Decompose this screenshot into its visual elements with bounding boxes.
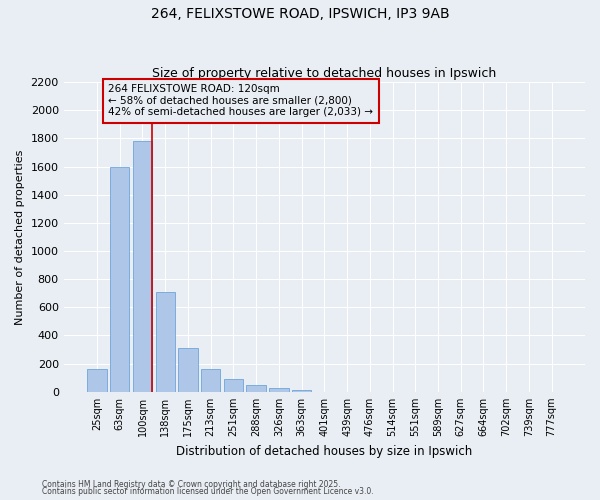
Bar xyxy=(292,390,311,392)
Bar xyxy=(247,385,266,392)
Bar xyxy=(88,370,107,392)
Text: 264 FELIXSTOWE ROAD: 120sqm
← 58% of detached houses are smaller (2,800)
42% of : 264 FELIXSTOWE ROAD: 120sqm ← 58% of det… xyxy=(109,84,373,117)
Bar xyxy=(178,348,197,392)
Text: Contains HM Land Registry data © Crown copyright and database right 2025.: Contains HM Land Registry data © Crown c… xyxy=(42,480,341,489)
Bar xyxy=(110,166,130,392)
Bar xyxy=(269,388,289,392)
Bar xyxy=(201,370,220,392)
Text: 264, FELIXSTOWE ROAD, IPSWICH, IP3 9AB: 264, FELIXSTOWE ROAD, IPSWICH, IP3 9AB xyxy=(151,8,449,22)
Y-axis label: Number of detached properties: Number of detached properties xyxy=(15,149,25,324)
Bar xyxy=(133,141,152,392)
Bar xyxy=(155,292,175,392)
Bar xyxy=(224,379,243,392)
X-axis label: Distribution of detached houses by size in Ipswich: Distribution of detached houses by size … xyxy=(176,444,472,458)
Title: Size of property relative to detached houses in Ipswich: Size of property relative to detached ho… xyxy=(152,66,496,80)
Text: Contains public sector information licensed under the Open Government Licence v3: Contains public sector information licen… xyxy=(42,487,374,496)
